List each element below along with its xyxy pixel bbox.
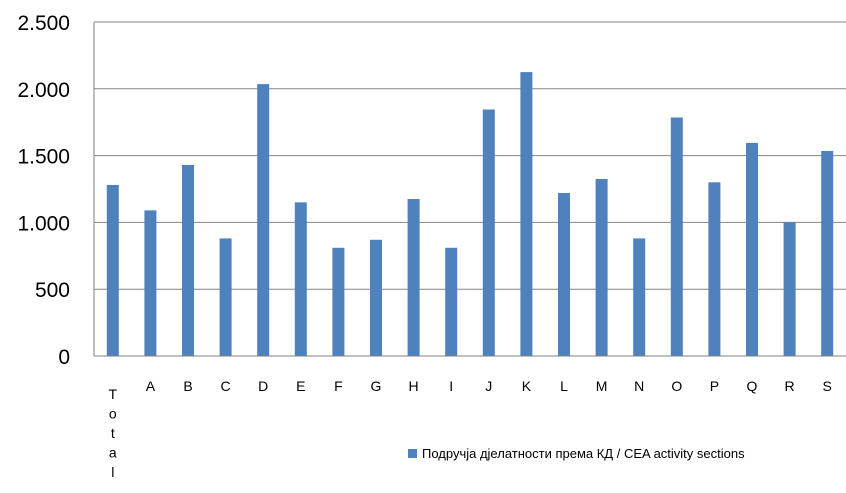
y-tick-label: 500	[35, 279, 70, 302]
bar-c	[219, 238, 232, 356]
x-tick-label: F	[334, 378, 343, 394]
x-tick-label: K	[522, 378, 532, 394]
x-tick-label: L	[560, 378, 568, 394]
y-axis-ticks: 0 500 1.000 1.500 2.000 2.500	[17, 12, 70, 369]
bar-i	[445, 247, 458, 356]
y-tick-label: 2.000	[17, 79, 70, 102]
x-tick-label: R	[785, 378, 795, 394]
x-tick-label: A	[146, 378, 156, 394]
y-tick-label: 1.500	[17, 146, 70, 169]
bar-h	[407, 199, 420, 356]
x-tick-label: C	[221, 378, 231, 394]
bar-q	[746, 142, 758, 356]
bar-total	[106, 184, 119, 356]
bar-b	[182, 164, 194, 356]
bar-a	[144, 210, 157, 356]
legend-label: Подручја дјелатности према КД / CEA acti…	[422, 446, 745, 461]
x-tick-label: Q	[747, 378, 758, 394]
x-tick-label: P	[710, 378, 719, 394]
y-tick-label: 1.000	[17, 212, 70, 235]
bar-k	[520, 72, 533, 356]
x-tick-label: N	[634, 378, 644, 394]
bar-p	[708, 182, 721, 356]
y-tick-label: 0	[58, 346, 70, 369]
bar-d	[257, 84, 270, 357]
x-tick-label: M	[596, 378, 608, 394]
bar-s	[821, 150, 834, 356]
bar-f	[332, 247, 345, 356]
bar-l	[558, 193, 570, 356]
x-tick-label: B	[183, 378, 192, 394]
legend: Подручја дјелатности према КД / CEA acti…	[408, 446, 745, 461]
bar-m	[595, 178, 608, 356]
x-tick-label: I	[449, 378, 453, 394]
bar-g	[370, 239, 382, 356]
bar-e	[294, 202, 307, 356]
x-tick-label: G	[371, 378, 382, 394]
x-tick-label: S	[823, 378, 832, 394]
x-tick-label: J	[485, 378, 492, 394]
bar-n	[633, 238, 646, 356]
legend-swatch	[408, 449, 417, 458]
bar-r	[783, 222, 796, 356]
bar-o	[670, 117, 683, 356]
gridlines	[94, 21, 846, 290]
bars	[106, 72, 834, 357]
x-tick-label: E	[296, 378, 305, 394]
bar-j	[482, 109, 495, 357]
x-tick-label: O	[671, 378, 682, 394]
y-tick-label: 2.500	[17, 12, 70, 35]
x-tick-label: D	[258, 378, 268, 394]
x-tick-label: H	[409, 378, 419, 394]
